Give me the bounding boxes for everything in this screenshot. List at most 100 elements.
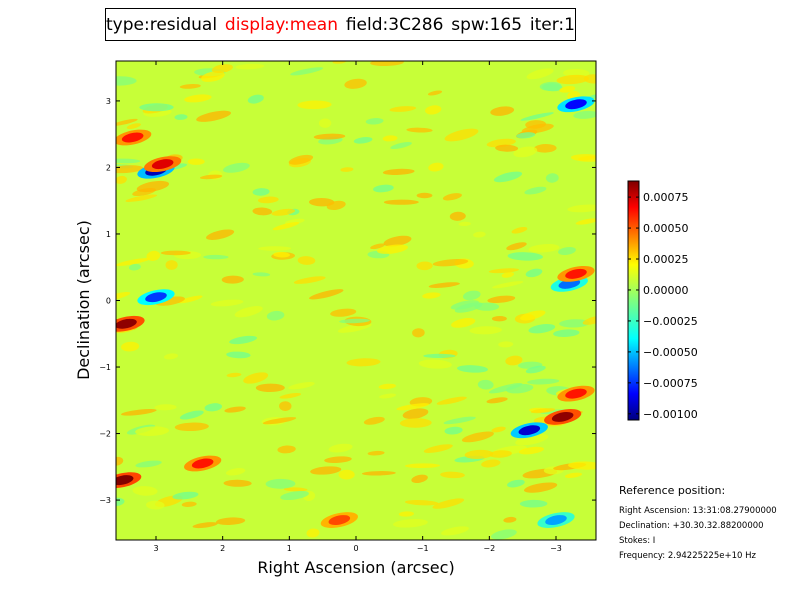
texture-blob [507,252,543,261]
texture-blob [163,353,179,360]
texture-blob [224,406,246,413]
texture-blob [121,341,140,352]
x-tick-label: 1 [287,544,292,553]
reference-position-panel: Reference position: Right Ascension: 13:… [619,484,777,564]
texture-blob [210,299,244,307]
texture-blob [423,444,453,453]
texture-blob [449,211,466,221]
texture-blob [297,256,316,265]
texture-blob [279,392,302,399]
texture-blob [402,408,429,420]
texture-blob [235,63,265,70]
texture-blob [450,300,479,310]
texture-blob [116,76,137,86]
texture-blob [457,365,488,373]
reference-heading: Reference position: [619,484,726,497]
texture-blob [553,329,580,337]
texture-blob [370,61,404,67]
texture-blob [382,168,415,175]
texture-blob [404,500,439,506]
x-axis-ticks: 3 2 1 0 −1 −2 −3 [153,61,562,553]
texture-blob [154,404,177,411]
texture-blob [178,295,203,304]
texture-blob [116,456,124,466]
texture-blob [346,358,381,367]
texture-blob [477,379,494,390]
texture-blob [378,383,396,390]
colorbar-tick-label: −0.00075 [643,377,698,390]
texture-blob [495,144,519,152]
texture-blob [486,397,508,404]
y-tick-label: 0 [106,297,111,306]
texture-blob [340,167,354,172]
texture-blob [128,263,141,271]
texture-blob [125,194,158,202]
texture-blob [383,235,412,247]
texture-blob [491,315,507,322]
texture-blob [379,393,397,399]
colorbar-tick-label: −0.00100 [643,408,698,421]
texture-blob [539,81,562,91]
y-tick-label: 2 [106,163,111,172]
texture-blob [297,100,332,110]
texture-blob [526,68,554,80]
texture-blob [116,158,141,164]
y-tick-label: −3 [99,496,111,505]
y-axis-label: Declination (arcsec) [74,220,93,380]
texture-blob [204,403,223,412]
texture-blob [272,222,300,231]
texture-blob [116,258,150,266]
texture-blob [146,250,161,261]
texture-blob [338,469,355,480]
texture-blob [545,173,559,183]
texture-blob [442,193,462,201]
texture-blob [126,123,141,130]
texture-blob [382,135,398,142]
x-axis-label: Right Ascension (arcsec) [257,558,454,577]
plot-area [116,61,596,540]
texture-blob [288,154,314,165]
texture-blob [206,229,235,240]
texture-blob [563,68,590,78]
y-tick-label: 3 [106,97,111,106]
feature-core-5 [116,475,134,486]
texture-blob [530,408,556,414]
reference-stokes: Stokes: I [619,536,656,546]
texture-blob [361,471,396,476]
texture-blob [418,359,452,369]
texture-blob [436,396,467,405]
feature-core-12 [565,388,587,399]
texture-blob [135,460,162,468]
texture-blob [404,463,441,469]
texture-blob [262,417,297,425]
texture-blob [520,310,546,321]
texture-blob [493,171,523,183]
colorbar-tick-label: 0.00000 [643,284,689,297]
colorbar [627,180,640,421]
texture-blob [428,162,444,172]
colorbar-tick-label: −0.00025 [643,315,698,328]
texture-blob [473,231,486,238]
feature-core-8 [518,425,541,436]
texture-blob [255,383,285,393]
texture-blob [252,207,273,216]
texture-blob [582,315,596,325]
feature-core-11 [565,268,587,279]
texture-blob [440,471,465,479]
texture-blob [556,74,590,85]
texture-blob [306,528,320,538]
y-tick-label: −2 [99,430,111,439]
texture-blob [491,426,506,433]
texture-blob [310,466,342,475]
texture-blob [344,78,367,89]
texture-blob [293,276,326,284]
texture-blob [432,259,469,267]
texture-blob [464,449,494,459]
feature-core-3 [116,318,137,329]
feature-core-9 [565,99,587,110]
colorbar-tick-label: 0.00025 [643,253,689,266]
title-iter: iter:1 [529,14,575,35]
texture-blob [528,324,556,334]
texture-blob [174,114,188,120]
texture-blob [506,242,527,251]
